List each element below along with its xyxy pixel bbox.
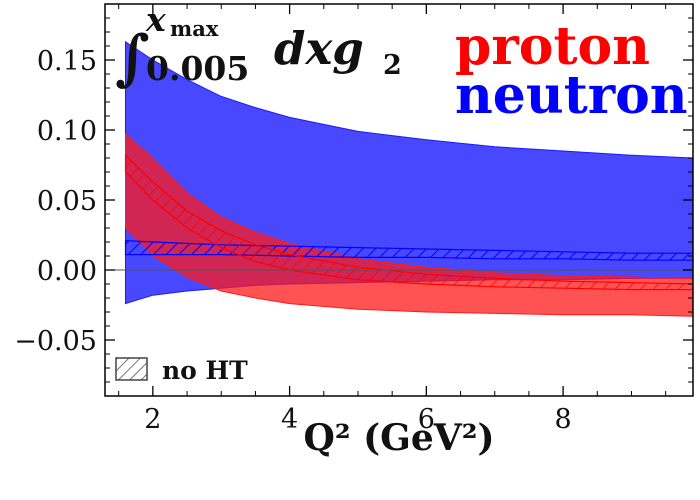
y-tick-label: 0.15 — [37, 46, 97, 77]
upper-limit-sub: max — [170, 16, 219, 41]
integral-sign: ∫ — [115, 23, 150, 93]
upper-limit: x — [145, 0, 166, 39]
hatch-legend-swatch — [115, 357, 148, 381]
integrand: dxg — [274, 22, 364, 75]
plot-frame — [104, 3, 694, 397]
legend-neutron: neutron — [455, 65, 688, 126]
hatch-legend: no HT — [115, 356, 248, 385]
hatch-legend-label: no HT — [162, 356, 248, 385]
tick-labels: 2 4 6 8 −0.05 0.00 0.05 0.10 0.15 — [14, 46, 571, 435]
x-tick-label: 4 — [281, 404, 298, 435]
proton-band — [125, 133, 693, 317]
y-tick-label: 0.00 — [37, 256, 97, 287]
integral-title: ∫ x max 0.005 dxg 2 — [115, 0, 402, 93]
y-tick-label: 0.10 — [37, 116, 97, 147]
x-tick-label: 6 — [418, 404, 435, 435]
legend-proton: proton — [455, 16, 650, 77]
bands-layer — [124, 40, 693, 317]
y-tick-label: −0.05 — [14, 326, 97, 357]
x-axis-title: Q² (GeV²) — [303, 417, 494, 459]
x-tick-label: 2 — [144, 404, 161, 435]
integrand-sub: 2 — [383, 50, 402, 81]
x-tick-label: 8 — [554, 404, 571, 435]
y-tick-label: 0.05 — [37, 186, 97, 217]
proton-no-ht-band — [124, 153, 693, 291]
lower-limit: 0.005 — [146, 49, 249, 88]
tick-marks — [105, 4, 693, 396]
